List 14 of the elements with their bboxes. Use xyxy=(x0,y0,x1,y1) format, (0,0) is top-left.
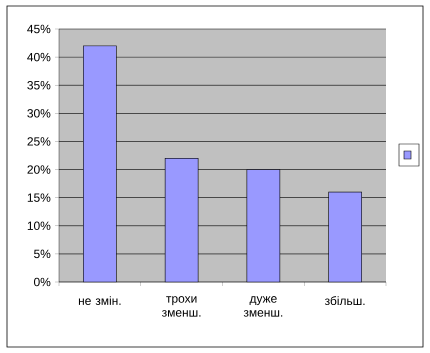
y-tick-label: 20% xyxy=(27,165,50,174)
x-tick-label: дуже зменш. xyxy=(244,296,282,317)
x-tick-label: трохи зменш. xyxy=(162,296,200,317)
x-tick-label: не змін. xyxy=(78,296,121,305)
y-tick-label: 10% xyxy=(28,222,50,230)
y-tick-label: 5% xyxy=(34,250,50,258)
y-tick-label: 40% xyxy=(27,52,50,62)
y-tick-label: 35% xyxy=(27,80,50,90)
y-tick-label: 45% xyxy=(27,24,50,34)
x-tick-label: збільш. xyxy=(324,296,365,306)
y-tick-label: 15% xyxy=(28,193,50,202)
y-tick-label: 0% xyxy=(34,278,50,286)
y-tick-label: 25% xyxy=(27,137,50,146)
y-tick-label: 30% xyxy=(27,109,50,118)
